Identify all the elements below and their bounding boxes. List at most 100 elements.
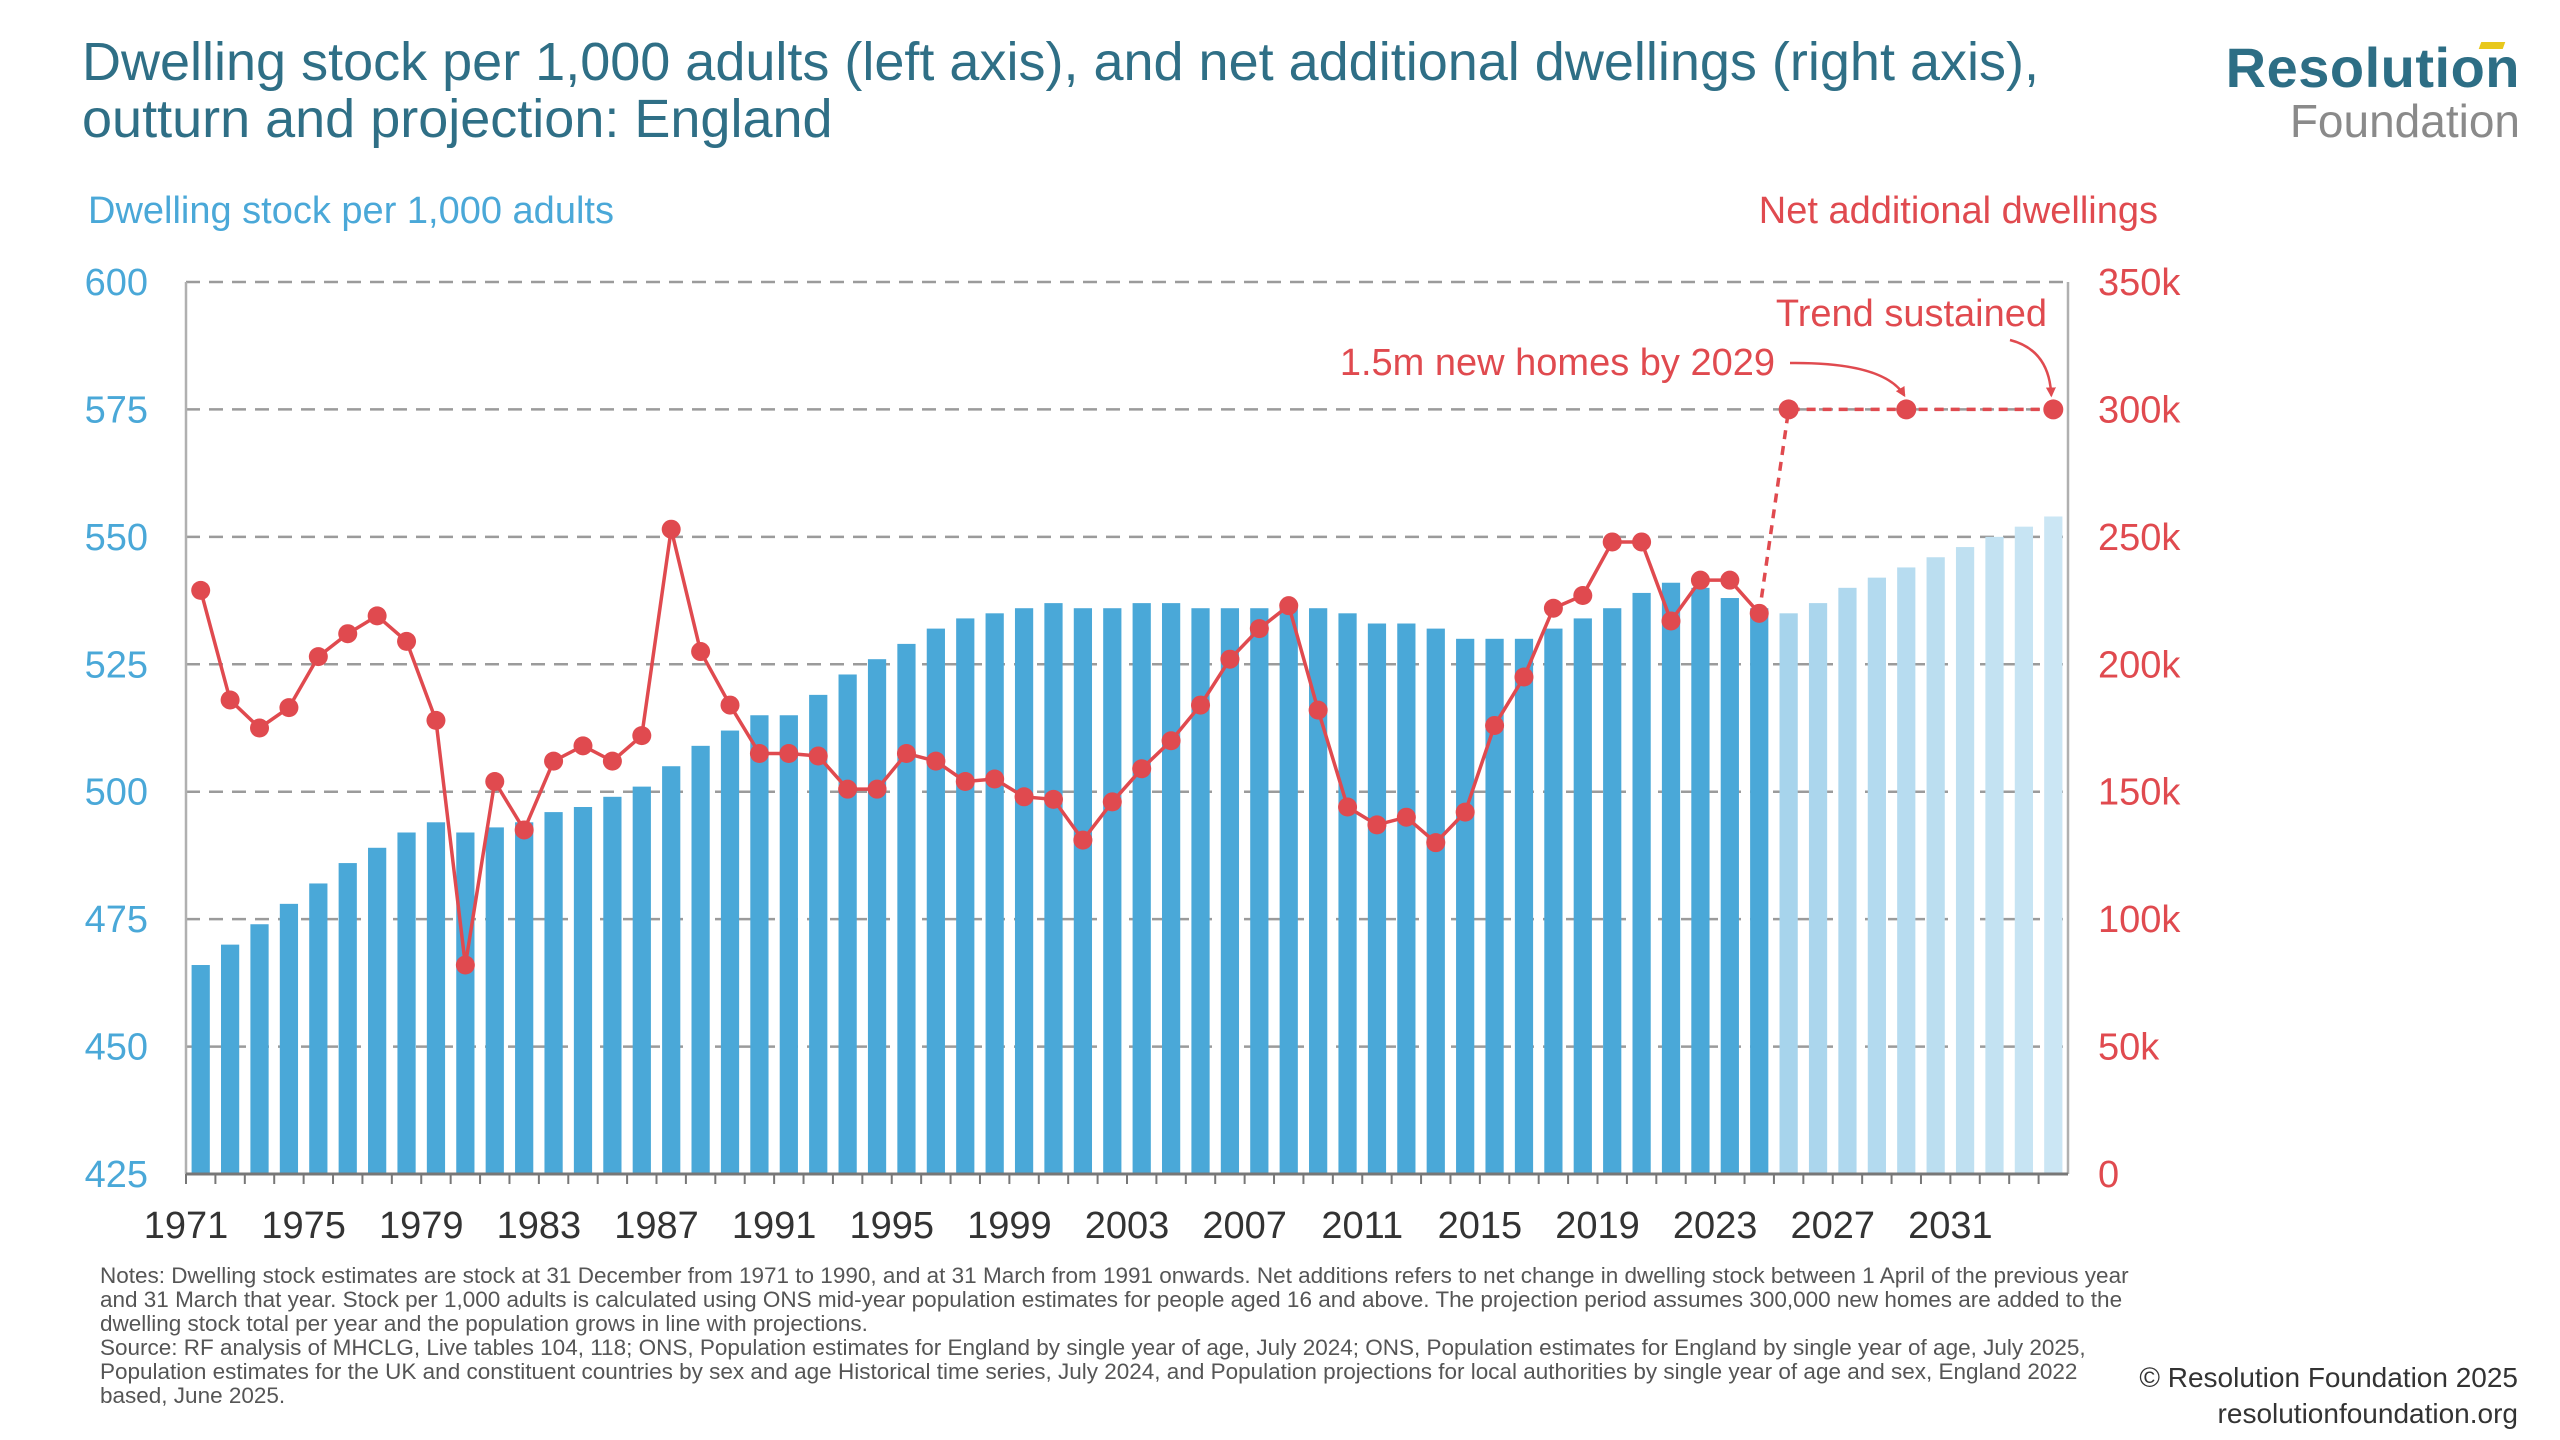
net-additions-point-2006 (1220, 649, 1240, 669)
net-additions-point-1973 (250, 718, 270, 738)
net-additions-point-1999 (1014, 787, 1034, 807)
net-additions-point-2023 (1720, 570, 1740, 590)
bar-2031 (1955, 547, 1975, 1174)
net-additions-point-1981 (485, 772, 505, 792)
x-tick-label: 2027 (1790, 1205, 1875, 1247)
net-additions-point-1995 (896, 743, 916, 763)
bar-1998 (985, 613, 1004, 1174)
bar-2019 (1603, 608, 1622, 1174)
bar-2008 (1279, 603, 1298, 1174)
net-additions-point-1983 (544, 751, 564, 771)
right-tick-label: 250k (2098, 517, 2181, 559)
bar-1974 (279, 903, 299, 1174)
x-tick-label: 2019 (1555, 1205, 1640, 1247)
axes: 425 450 475 500 525 550 575 600 0 50k 100k 150k 200k… (85, 262, 2182, 1247)
net-additions-point-1978 (397, 631, 417, 651)
net-additions-point-1979 (426, 710, 446, 730)
bar-2022 (1691, 587, 1710, 1174)
bar-1979 (426, 822, 446, 1174)
bar-2016 (1514, 638, 1534, 1174)
right-tick-label: 100k (2098, 899, 2181, 941)
logo-main-text: Resolution (2225, 36, 2520, 99)
bar-1988 (691, 745, 710, 1174)
bar-2011 (1367, 623, 1387, 1174)
net-additions-point-2014 (1455, 802, 1475, 822)
net-additions-point-1977 (367, 606, 387, 626)
bar-2005 (1191, 608, 1210, 1174)
bar-1997 (956, 618, 975, 1174)
bar-1994 (867, 659, 887, 1174)
bar-2000 (1044, 603, 1063, 1174)
net-additions-point-2021 (1661, 611, 1681, 631)
net-additions-point-2012 (1396, 807, 1416, 827)
x-tick-label: 1991 (732, 1205, 817, 1247)
left-tick-label: 550 (85, 517, 148, 559)
bar-2015 (1485, 638, 1504, 1174)
bar-2013 (1426, 628, 1445, 1174)
net-additions-point-2015 (1485, 715, 1505, 735)
bar-1992 (809, 694, 828, 1174)
projection-point-2034 (2043, 399, 2064, 420)
right-tick-label: 200k (2098, 644, 2181, 686)
x-tick-label: 2007 (1202, 1205, 1287, 1247)
bar-series-dwelling-stock (191, 516, 2063, 1174)
chart-title: Dwelling stock per 1,000 adults (left ax… (82, 32, 2039, 149)
bar-2007 (1250, 608, 1269, 1174)
bar-2014 (1456, 638, 1475, 1174)
net-additions-point-2004 (1161, 731, 1181, 751)
x-tick-label: 2023 (1673, 1205, 1758, 1247)
bar-1989 (720, 730, 740, 1174)
bar-2021 (1661, 582, 1681, 1174)
bar-1976 (338, 863, 357, 1174)
net-additions-point-1984 (573, 736, 593, 756)
net-additions-point-1989 (720, 695, 740, 715)
net-additions-point-1997 (955, 772, 975, 792)
net-additions-point-1985 (602, 751, 622, 771)
copyright-block: © Resolution Foundation 2025 resolutionf… (2139, 1360, 2518, 1432)
right-tick-label: 0 (2098, 1154, 2119, 1196)
bar-1985 (603, 796, 622, 1174)
annotation-label: 1.5m new homes by 2029 (1340, 342, 1775, 384)
chart-notes: Notes: Dwelling stock estimates are stoc… (100, 1264, 2130, 1408)
net-additions-point-2018 (1573, 585, 1593, 605)
website-text: resolutionfoundation.org (2217, 1398, 2518, 1429)
net-additions-point-1976 (338, 624, 358, 644)
net-additions-point-2001 (1073, 830, 1093, 850)
bar-2033 (2014, 526, 2034, 1174)
bar-2028 (1867, 577, 1886, 1174)
net-additions-point-1991 (779, 743, 799, 763)
bar-2002 (1103, 608, 1122, 1174)
bar-2027 (1838, 587, 1857, 1174)
bar-2032 (1985, 536, 2004, 1174)
net-additions-point-2010 (1338, 797, 1358, 817)
source-text: Source: RF analysis of MHCLG, Live table… (100, 1335, 2086, 1408)
x-tick-label: 1999 (967, 1205, 1052, 1247)
net-additions-point-2016 (1514, 667, 1534, 687)
x-tick-label: 1987 (614, 1205, 699, 1247)
net-additions-point-1990 (749, 743, 769, 763)
net-additions-point-1994 (867, 779, 887, 799)
net-additions-point-2020 (1632, 532, 1652, 552)
x-tick-label: 1975 (261, 1205, 346, 1247)
net-additions-point-2005 (1191, 695, 1211, 715)
bar-1980 (456, 832, 475, 1174)
x-tick-label: 1971 (144, 1205, 229, 1247)
net-additions-point-1988 (691, 642, 711, 662)
annotation-arrow (1789, 361, 1906, 398)
bar-1977 (368, 847, 387, 1174)
bar-1993 (838, 674, 857, 1174)
bar-1973 (250, 924, 269, 1174)
bar-2003 (1132, 603, 1151, 1174)
right-tick-label: 150k (2098, 772, 2181, 814)
bar-2017 (1544, 628, 1563, 1174)
bar-2018 (1573, 618, 1592, 1174)
left-tick-label: 425 (85, 1154, 148, 1196)
net-additions-point-2002 (1102, 792, 1122, 812)
net-additions-point-1971 (191, 580, 211, 600)
bar-1972 (220, 944, 240, 1174)
x-tick-label: 2031 (1908, 1205, 1993, 1247)
bar-1981 (485, 827, 504, 1174)
bar-1983 (544, 812, 563, 1174)
net-additions-point-2022 (1690, 570, 1710, 590)
